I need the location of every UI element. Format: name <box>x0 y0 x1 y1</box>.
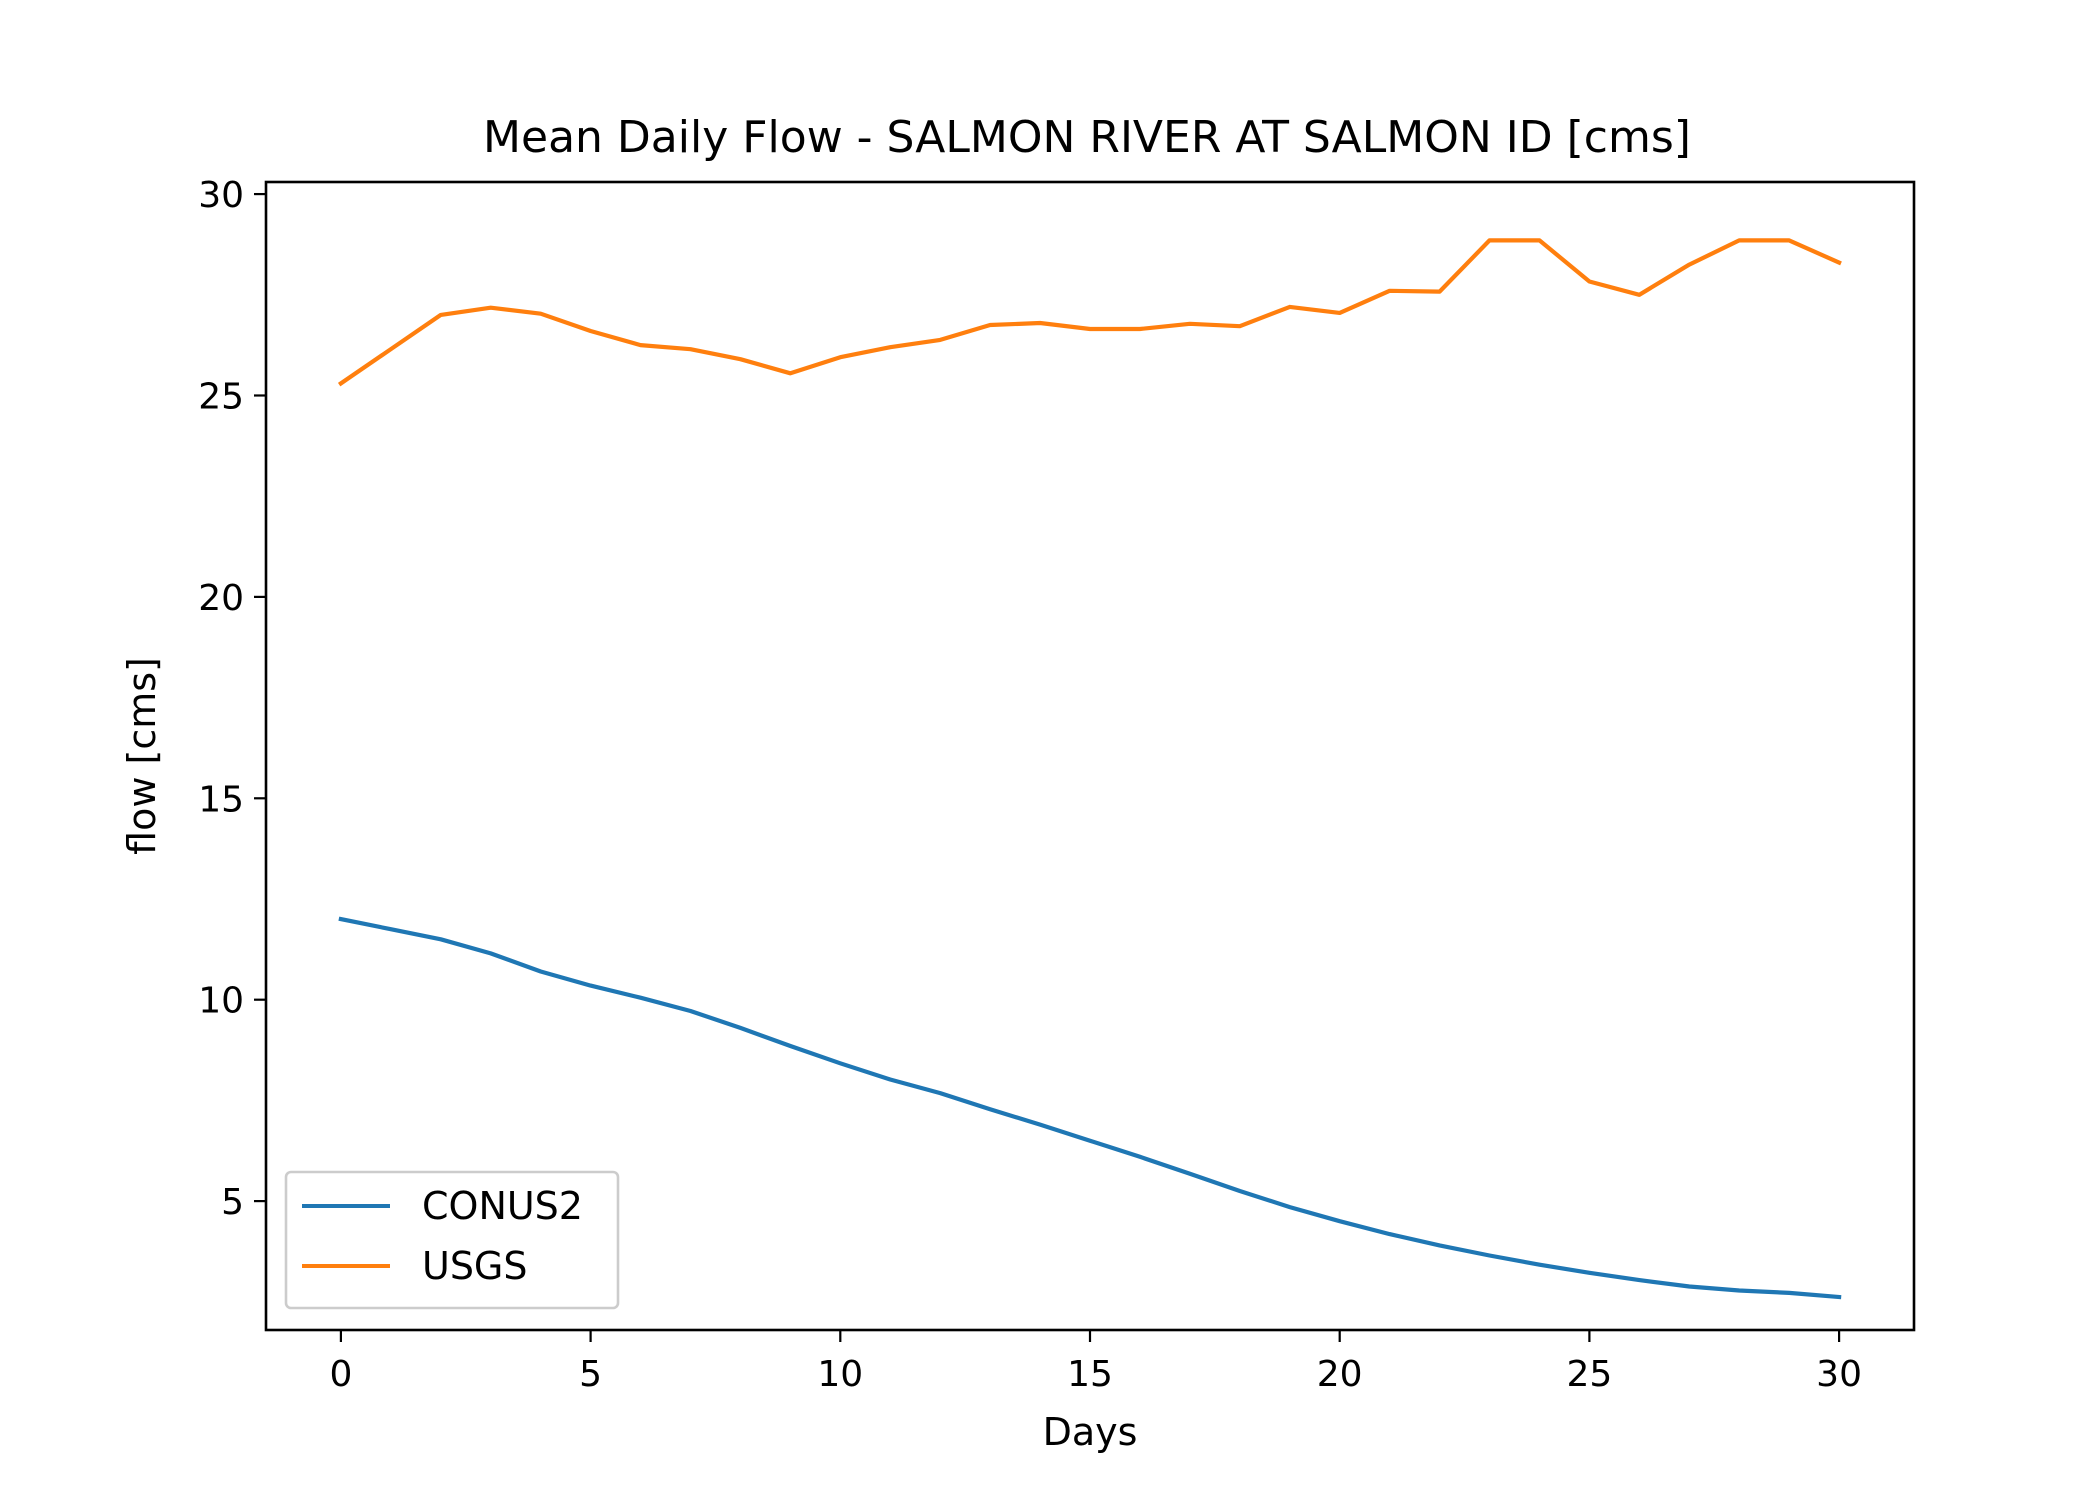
y-tick-label: 5 <box>221 1182 244 1223</box>
y-axis-label: flow [cms] <box>120 657 164 855</box>
x-tick-label: 0 <box>329 1354 352 1395</box>
y-axis-ticks: 5 10 15 20 25 30 <box>198 175 266 1223</box>
chart-title: Mean Daily Flow - SALMON RIVER AT SALMON… <box>483 112 1691 163</box>
x-tick-label: 20 <box>1317 1354 1363 1395</box>
y-tick-label: 30 <box>198 175 244 216</box>
y-tick-label: 10 <box>198 981 244 1022</box>
series-line-usgs <box>337 238 1842 387</box>
legend-label-usgs: USGS <box>422 1244 528 1288</box>
legend: CONUS2 USGS <box>284 1170 620 1310</box>
x-tick-label: 10 <box>817 1354 863 1395</box>
legend-label-conus2: CONUS2 <box>422 1184 583 1228</box>
series-lines <box>337 238 1842 1300</box>
x-tick-label: 25 <box>1566 1354 1612 1395</box>
x-tick-label: 15 <box>1067 1354 1113 1395</box>
x-tick-label: 30 <box>1816 1354 1862 1395</box>
y-tick-label: 25 <box>198 376 244 417</box>
y-tick-label: 20 <box>198 578 244 619</box>
plot-frame <box>264 180 1916 1332</box>
x-axis-ticks: 0 5 10 15 20 25 30 <box>329 1330 1862 1395</box>
y-tick-label: 15 <box>198 779 244 820</box>
series-line-conus2 <box>338 916 1842 1300</box>
x-tick-label: 5 <box>579 1354 602 1395</box>
x-axis-label: Days <box>1043 1410 1138 1454</box>
